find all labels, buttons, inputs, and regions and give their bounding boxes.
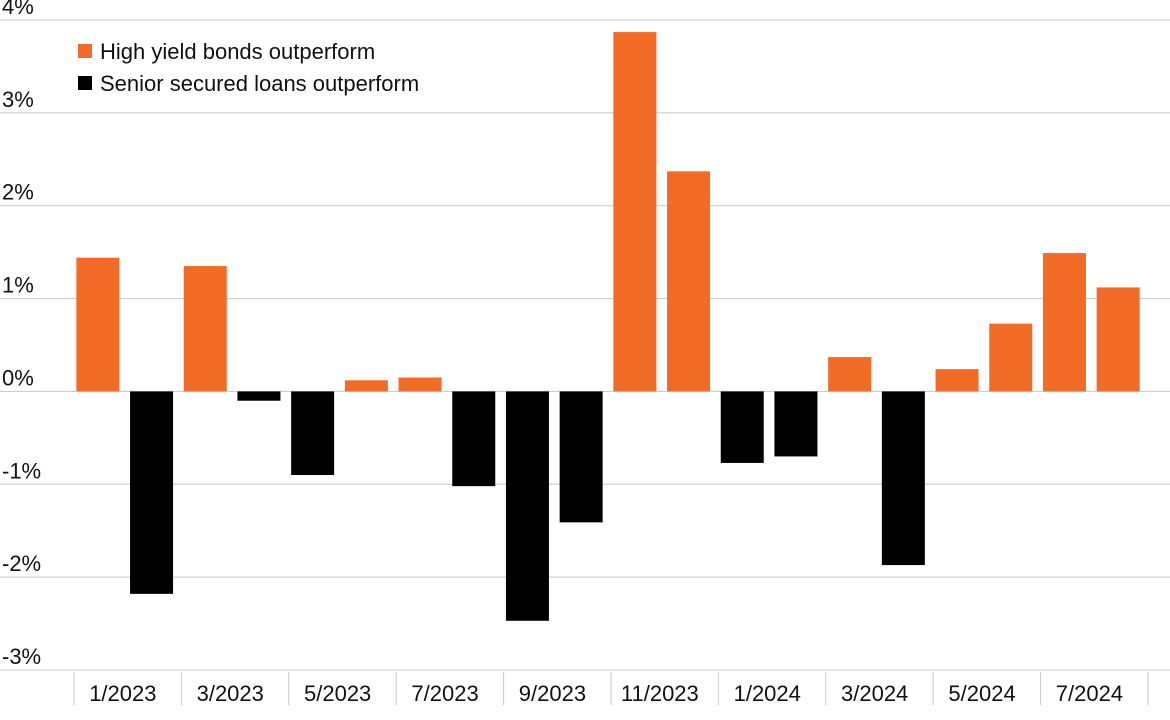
bar [344,380,388,392]
y-tick-label: 3% [2,87,34,112]
legend-label: Senior secured loans outperform [100,71,419,96]
bar [291,391,335,475]
bar [183,266,227,392]
bar [76,257,120,392]
x-tick-label: 1/2023 [89,681,156,706]
x-tick-label: 3/2024 [841,681,908,706]
y-tick-label: -1% [2,458,41,483]
y-tick-label: 2% [2,180,34,205]
bar [398,377,442,392]
x-tick-label: 5/2023 [304,681,371,706]
y-tick-label: -3% [2,644,41,669]
x-tick-label: 9/2023 [519,681,586,706]
bar [613,32,657,392]
bar [881,391,925,566]
y-tick-label: 1% [2,273,34,298]
bar [774,391,818,457]
legend-swatch [78,76,92,90]
bar [935,369,979,392]
bar [1042,253,1086,392]
bar [130,391,174,594]
x-tick-label: 3/2023 [197,681,264,706]
y-tick-label: 4% [2,0,34,19]
bar [1096,287,1140,392]
bar [452,391,496,487]
bar [720,391,764,463]
bar [559,391,603,523]
bar [237,391,281,401]
x-tick-label: 1/2024 [734,681,801,706]
y-tick-label: 0% [2,365,34,390]
legend-swatch [78,44,92,58]
bar [667,171,711,392]
bar [505,391,549,621]
y-tick-label: -2% [2,551,41,576]
bar [989,323,1033,392]
legend-label: High yield bonds outperform [100,39,375,64]
x-tick-label: 7/2023 [411,681,478,706]
bar [828,357,872,392]
x-tick-label: 11/2023 [621,681,699,706]
x-tick-label: 7/2024 [1056,681,1123,706]
x-tick-label: 5/2024 [948,681,1015,706]
